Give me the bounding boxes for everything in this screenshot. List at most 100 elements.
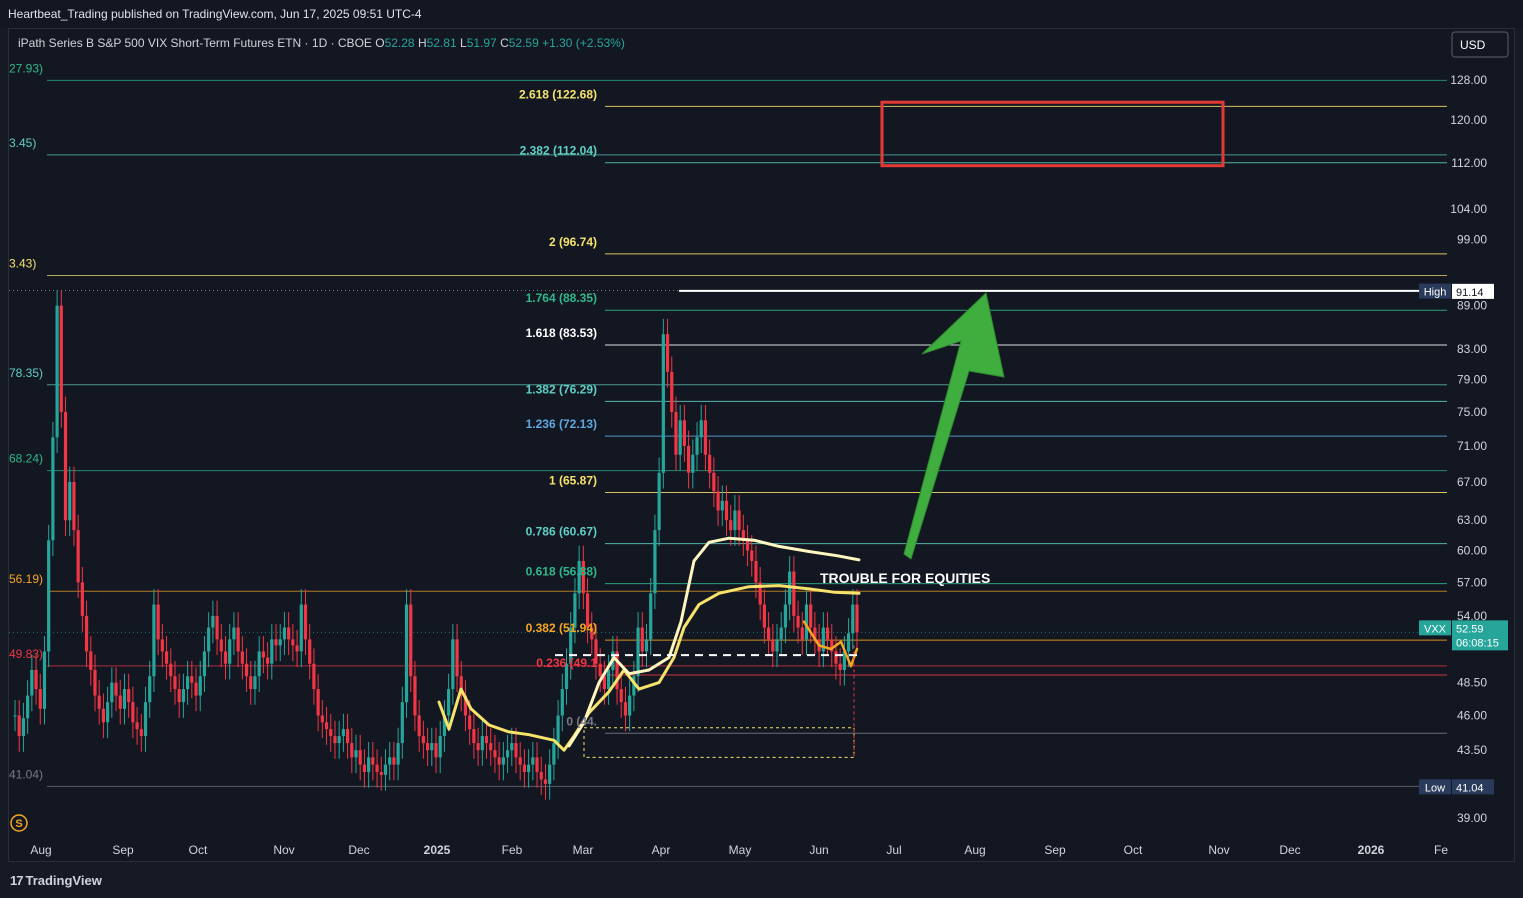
candle-body (257, 651, 261, 677)
candle-body (63, 411, 68, 521)
candle-body (38, 689, 42, 709)
tradingview-logo[interactable]: 17 TradingView (10, 873, 102, 888)
candle-body (131, 702, 135, 723)
candle-body (585, 593, 590, 628)
fib-level-label: 1.764 (88.35) (526, 291, 597, 305)
fib-level-label: 0.236 (49.1 (536, 656, 597, 670)
candle-body (830, 639, 834, 652)
dashed-range-box (583, 727, 855, 758)
candle-body (737, 510, 741, 531)
candle-body (691, 454, 695, 473)
candle-body (421, 736, 425, 744)
fib-level-label: 0.786 (60.67) (526, 525, 597, 539)
candle-body (55, 305, 59, 438)
x-tick-label: Dec (1279, 843, 1300, 857)
candle-body (181, 689, 185, 703)
currency-button[interactable] (1451, 31, 1509, 58)
fib-level-label: 2.618 (122.68) (519, 87, 597, 101)
candle-body (240, 651, 244, 664)
candle-body (552, 743, 556, 765)
candle-body (110, 682, 114, 703)
candle-body (543, 779, 548, 784)
candle-body (143, 702, 148, 737)
candle-body (489, 743, 493, 751)
last-price-value: 52.59 (1456, 623, 1484, 635)
x-tick-label: Sep (112, 843, 134, 857)
chart-container[interactable]: 2.618 (122.68) 2.382 (112.04) 2 (96.74) 1.7… (8, 28, 1515, 862)
candle-body (291, 639, 295, 646)
candle-body (244, 663, 249, 677)
currency-label[interactable]: USD (1460, 38, 1486, 52)
candle-body (556, 715, 560, 744)
x-tick-label: Fe (1434, 843, 1448, 857)
candle-body (21, 718, 26, 737)
ohlc-label: H (418, 36, 427, 50)
price-tag-value: 41.04 (1456, 782, 1484, 794)
fib-level-label: 1.382 (76.29) (526, 382, 597, 396)
candle-body (417, 715, 421, 737)
candle-body (341, 729, 345, 737)
candle-body (388, 757, 392, 765)
candle-body (375, 764, 379, 772)
candle-body (745, 540, 750, 551)
candle-body (17, 715, 21, 737)
ohlc-value: 52.59 (509, 36, 542, 50)
dividend-icon[interactable] (10, 814, 28, 832)
candle-body (497, 757, 501, 765)
x-tick-label: May (729, 843, 752, 857)
candle-body (636, 627, 640, 677)
candle-body (30, 669, 34, 696)
candle-body (708, 454, 712, 473)
ohlc-label: L (460, 36, 467, 50)
price-tag (1452, 283, 1494, 299)
candle-body (93, 669, 97, 696)
fib-left-level-label: 56.19) (9, 572, 43, 586)
candle-body (615, 651, 619, 690)
candle-body (400, 702, 404, 744)
fib-left-level-label: 49.83) (9, 647, 43, 661)
candle-body (324, 722, 329, 730)
candle-body (26, 695, 30, 719)
y-tick-label: 48.50 (1457, 676, 1487, 690)
candle-body (855, 604, 859, 633)
candle-body (438, 736, 442, 758)
y-tick-label: 60.00 (1457, 543, 1487, 557)
candle-body (518, 757, 522, 765)
y-tick-label: 128.00 (1450, 73, 1487, 87)
fib-level-label: 0.618 (56.88) (526, 565, 597, 579)
candle-body (472, 729, 476, 744)
fib-level-label: 2 (96.74) (549, 235, 597, 249)
candle-body (127, 689, 131, 703)
fib-left-level-label: 78.35) (9, 366, 43, 380)
candle-body (367, 757, 371, 772)
ohlc-label: O (375, 36, 384, 50)
candle-body (569, 627, 573, 664)
candle-body (350, 743, 354, 758)
candle-body (295, 645, 299, 652)
fib-left-level-label: 27.93) (9, 61, 43, 75)
candle-body (358, 750, 362, 765)
candle-body (809, 604, 813, 628)
candle-body (459, 676, 463, 696)
candle-body (114, 682, 118, 696)
price-chart[interactable]: 2.618 (122.68) 2.382 (112.04) 2 (96.74) 1.7… (9, 29, 1514, 861)
candle-body (619, 689, 623, 703)
candle-body (68, 481, 72, 521)
target-box (880, 100, 1225, 168)
price-tag-label: Low (1425, 782, 1445, 794)
candle-body (682, 420, 686, 446)
tradingview-logo-icon: 17 (10, 873, 24, 888)
candle-body (177, 689, 181, 703)
candle-body (270, 639, 274, 664)
candle-body (842, 651, 846, 670)
candle-body (661, 334, 665, 473)
symbol-tag (1419, 620, 1451, 636)
candle-body (253, 676, 257, 690)
short-ma-orange (802, 620, 859, 668)
x-tick-label: Oct (189, 843, 208, 857)
candle-body (522, 764, 527, 772)
footer-bar: 17 TradingView (0, 866, 1523, 898)
candle-body (838, 663, 842, 670)
candle-body (623, 702, 628, 716)
candle-body (329, 729, 333, 737)
